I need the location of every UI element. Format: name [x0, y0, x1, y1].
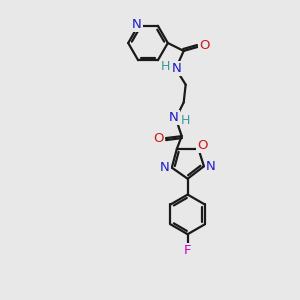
Text: H: H [181, 114, 190, 127]
Text: N: N [160, 161, 170, 174]
Text: O: O [154, 132, 164, 145]
Text: O: O [197, 139, 208, 152]
Text: N: N [172, 62, 182, 75]
Text: N: N [169, 111, 179, 124]
Text: F: F [184, 244, 191, 256]
Text: H: H [161, 60, 170, 73]
Text: N: N [132, 18, 142, 31]
Text: N: N [206, 160, 216, 173]
Text: O: O [199, 40, 210, 52]
